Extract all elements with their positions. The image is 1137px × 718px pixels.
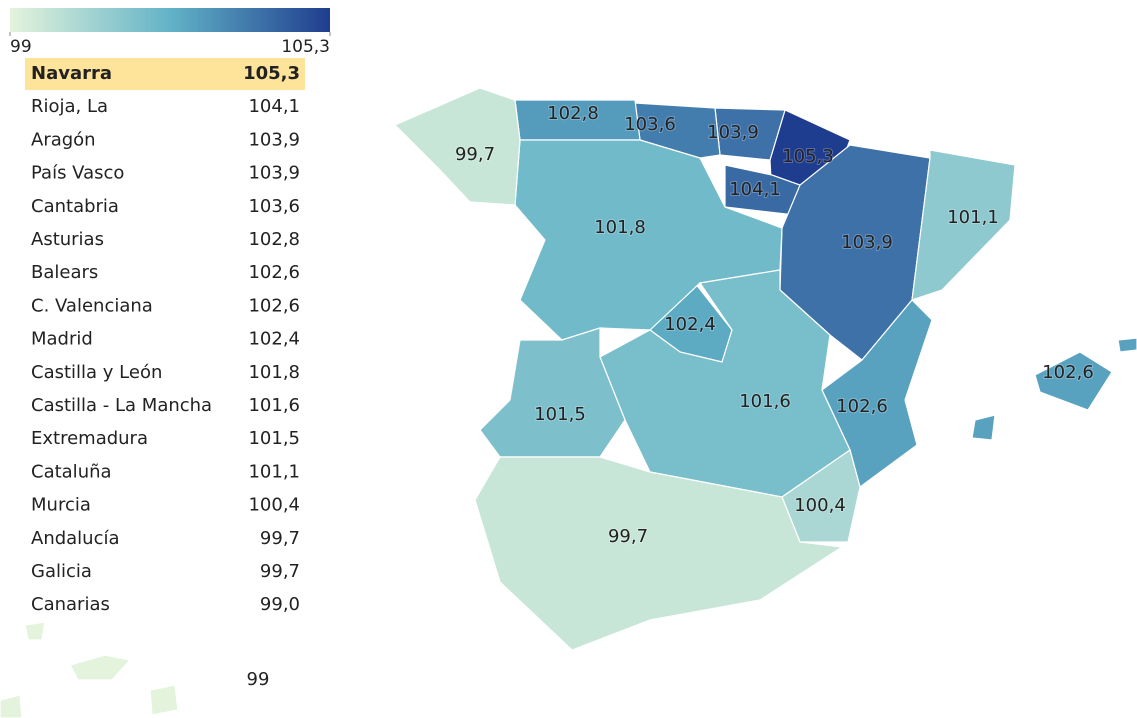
row-value: 99,7: [260, 528, 300, 549]
row-name: C. Valenciana: [31, 295, 153, 316]
map-label: 102,6: [1042, 362, 1094, 383]
region: [781, 449, 861, 543]
region: [1034, 351, 1113, 411]
row-name: Rioja, La: [31, 96, 108, 117]
row-value: 101,5: [248, 428, 300, 449]
row-name: Andalucía: [31, 528, 120, 549]
row-name: Extremadura: [31, 428, 148, 449]
row-value: 101,6: [248, 395, 300, 416]
row-value: 102,4: [248, 329, 300, 350]
row-name: Navarra: [31, 63, 112, 84]
map-label: 101,1: [947, 207, 999, 228]
map-label: 102,6: [836, 396, 888, 417]
row-value: 105,3: [243, 63, 300, 84]
row-name: Aragón: [31, 129, 96, 150]
map-label: 102,8: [547, 103, 599, 124]
map-label: 102,4: [664, 314, 716, 335]
map-label: 105,3: [782, 146, 834, 167]
row-name: Balears: [31, 262, 98, 283]
row-value: 102,8: [248, 229, 300, 250]
colorbar: [10, 8, 330, 32]
highlight-row: [25, 58, 305, 90]
row-name: Asturias: [31, 229, 104, 250]
map-label: 99,7: [455, 144, 495, 165]
map-label: 100,4: [794, 495, 846, 516]
row-name: Castilla - La Mancha: [31, 395, 212, 416]
row-name: Cataluña: [31, 461, 112, 482]
region: [479, 327, 626, 458]
map-label: 101,5: [534, 404, 586, 425]
colorbar-label: 99: [10, 37, 32, 57]
row-name: Cantabria: [31, 196, 119, 217]
map-label: 99: [247, 669, 270, 690]
row-value: 100,4: [248, 495, 300, 516]
row-value: 99,0: [260, 594, 300, 615]
row-name: Madrid: [31, 329, 93, 350]
region: [971, 414, 996, 441]
row-name: Murcia: [31, 495, 91, 516]
map-label: 99,7: [608, 526, 648, 547]
region: [393, 87, 521, 206]
region: [1117, 337, 1137, 353]
row-name: País Vasco: [31, 163, 124, 184]
region: [24, 621, 46, 641]
row-value: 101,1: [248, 461, 300, 482]
region: [911, 149, 1016, 301]
row-value: 102,6: [248, 262, 300, 283]
row-value: 103,9: [248, 129, 300, 150]
region: [69, 654, 132, 681]
row-value: 99,7: [260, 561, 300, 582]
colorbar-label: 105,3: [281, 37, 330, 57]
row-name: Castilla y León: [31, 362, 162, 383]
row-name: Canarias: [31, 594, 110, 615]
map-label: 103,9: [841, 232, 893, 253]
map-label: 103,6: [624, 114, 676, 135]
map-label: 104,1: [729, 179, 781, 200]
row-name: Galicia: [31, 561, 92, 582]
row-value: 104,1: [248, 96, 300, 117]
row-value: 103,9: [248, 163, 300, 184]
map-label: 101,8: [594, 217, 646, 238]
map-label: 101,6: [739, 391, 791, 412]
row-value: 102,6: [248, 295, 300, 316]
region: [514, 139, 783, 341]
region: [474, 456, 844, 651]
row-value: 101,8: [248, 362, 300, 383]
map-label: 103,9: [707, 122, 759, 143]
row-value: 103,6: [248, 196, 300, 217]
region: [0, 694, 23, 718]
region: [149, 684, 179, 716]
